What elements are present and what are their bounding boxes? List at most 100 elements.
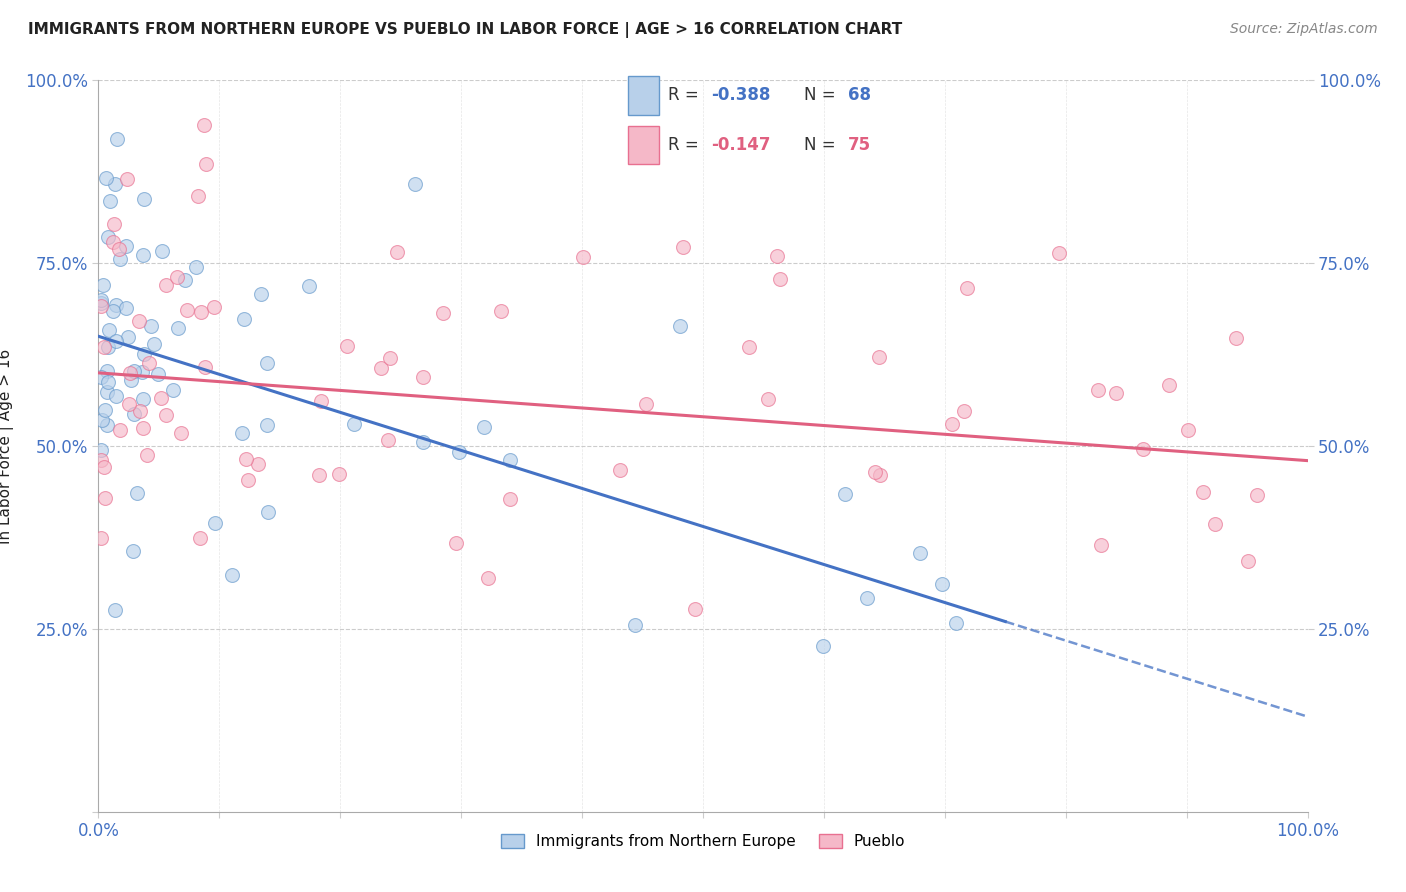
Point (309, 393, 332, 408)
Point (609, 462, 631, 476)
Point (90, 370, 112, 384)
Point (634, 397, 657, 411)
Point (447, 445, 470, 459)
Point (945, 615, 967, 630)
Point (110, 252, 132, 266)
Point (93, 459, 115, 474)
Point (432, 305, 454, 319)
Point (128, 314, 150, 328)
Point (738, 340, 761, 354)
Point (98, 194, 121, 208)
Point (108, 243, 131, 257)
Point (90, 453, 112, 467)
Point (115, 239, 138, 253)
Point (758, 392, 780, 407)
Point (93, 278, 115, 293)
Point (90, 299, 112, 313)
Point (444, 535, 467, 549)
Point (863, 466, 886, 480)
Point (115, 172, 138, 186)
Point (98, 323, 121, 337)
Point (101, 303, 124, 318)
Point (221, 567, 243, 582)
Point (668, 318, 690, 333)
Text: R =: R = (668, 136, 704, 154)
Point (811, 640, 834, 654)
Point (683, 601, 706, 615)
Point (370, 361, 392, 376)
Point (194, 157, 217, 171)
Point (1132, 442, 1154, 456)
Point (90, 413, 112, 427)
Point (247, 457, 270, 471)
Point (117, 329, 139, 343)
Point (118, 397, 141, 411)
Point (103, 217, 125, 231)
Point (155, 278, 177, 293)
Point (190, 304, 212, 318)
Point (412, 369, 434, 384)
Point (104, 603, 127, 617)
Point (134, 347, 156, 361)
Point (233, 312, 256, 326)
Point (298, 278, 321, 293)
Point (472, 419, 495, 434)
Point (124, 407, 146, 421)
Point (499, 452, 522, 467)
Point (1204, 516, 1226, 531)
Point (834, 487, 856, 501)
Text: 68: 68 (848, 87, 870, 104)
Point (136, 448, 159, 462)
Point (1159, 378, 1181, 392)
Point (104, 177, 127, 191)
Point (150, 391, 173, 405)
Point (236, 474, 259, 488)
Text: IMMIGRANTS FROM NORTHERN EUROPE VS PUEBLO IN LABOR FORCE | AGE > 16 CORRELATION : IMMIGRANTS FROM NORTHERN EUROPE VS PUEBL… (28, 22, 903, 38)
Point (908, 546, 931, 560)
Point (953, 404, 976, 418)
Point (90, 296, 112, 310)
Point (96, 363, 118, 377)
Point (956, 281, 979, 295)
Point (94, 171, 117, 186)
Point (1047, 246, 1070, 260)
Point (308, 468, 330, 483)
Point (769, 272, 792, 286)
Point (132, 192, 155, 206)
Point (170, 426, 193, 441)
Point (499, 491, 522, 506)
Point (869, 468, 891, 483)
Point (256, 417, 278, 432)
Point (96, 417, 118, 432)
Point (146, 367, 169, 381)
Point (101, 235, 124, 249)
Text: N =: N = (804, 87, 841, 104)
Point (132, 421, 155, 435)
Point (204, 516, 226, 530)
Point (250, 286, 273, 301)
Point (108, 423, 131, 437)
Point (868, 350, 890, 364)
Point (97, 376, 120, 390)
Point (93, 340, 115, 354)
Point (1105, 385, 1128, 400)
Point (765, 249, 787, 263)
Point (120, 366, 142, 380)
Point (336, 338, 359, 352)
Point (131, 248, 153, 262)
Point (672, 239, 695, 253)
Point (184, 260, 207, 274)
Point (155, 409, 177, 423)
Point (377, 434, 399, 448)
Point (97, 340, 120, 354)
Point (931, 576, 953, 591)
Point (122, 543, 145, 558)
Point (105, 132, 128, 146)
Point (202, 300, 225, 314)
Point (941, 417, 963, 431)
Point (128, 404, 150, 418)
Text: 75: 75 (848, 136, 870, 154)
Point (328, 467, 350, 482)
Text: N =: N = (804, 136, 841, 154)
Point (121, 373, 143, 387)
